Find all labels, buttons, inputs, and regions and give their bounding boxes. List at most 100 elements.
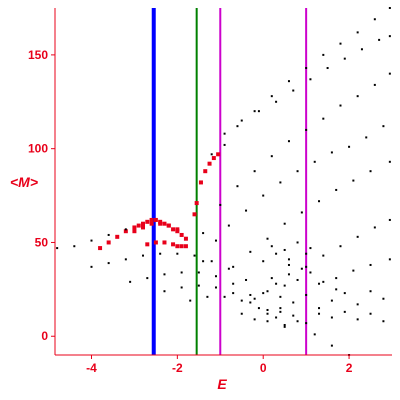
data-point-s1-91	[223, 143, 226, 146]
data-point-s0-26	[171, 242, 176, 247]
y-tick-label-3: 150	[28, 48, 48, 62]
data-point-s1-105	[322, 254, 325, 257]
vertical-lines	[151, 8, 308, 355]
data-point-s1-81	[232, 265, 235, 268]
data-point-s1-100	[373, 18, 376, 21]
data-point-s1-88	[352, 179, 355, 182]
data-point-s1-50	[279, 181, 282, 184]
data-point-s0-20	[158, 221, 163, 226]
data-point-s1-34	[214, 286, 217, 289]
data-point-s1-59	[236, 185, 239, 188]
data-point-s1-82	[249, 250, 252, 253]
data-point-s1-124	[369, 290, 372, 293]
data-point-s1-95	[287, 80, 290, 83]
data-point-s1-44	[275, 316, 278, 319]
data-point-s1-23	[163, 273, 166, 276]
data-point-s1-109	[388, 218, 391, 221]
data-point-s1-39	[189, 299, 192, 302]
data-point-s1-15	[262, 292, 265, 295]
axes	[54, 8, 392, 356]
data-point-s0-29	[183, 244, 188, 249]
data-point-s1-96	[305, 67, 308, 70]
data-point-s1-24	[180, 271, 183, 274]
data-point-s1-148	[270, 245, 273, 248]
x-tick-label-3: 2	[346, 361, 353, 375]
y-axis-title: <M>	[10, 174, 38, 190]
data-point-s0-21	[166, 223, 171, 228]
data-point-s0-35	[211, 156, 216, 161]
data-point-s1-2	[90, 239, 93, 242]
data-point-s1-135	[335, 288, 338, 291]
data-point-s1-54	[348, 145, 351, 148]
data-point-s1-136	[240, 312, 243, 315]
data-point-s1-8	[142, 254, 145, 257]
data-point-s0-8	[149, 217, 154, 222]
x-tick-label-1: -2	[172, 361, 183, 375]
data-point-s1-130	[270, 277, 273, 280]
data-point-s1-19	[330, 344, 333, 347]
data-point-s1-9	[159, 252, 162, 255]
data-point-s1-129	[300, 267, 303, 270]
data-point-s1-83	[266, 237, 269, 240]
data-point-s0-2	[115, 234, 120, 239]
data-point-s0-18	[141, 225, 146, 230]
data-point-s1-68	[388, 72, 391, 75]
data-point-s1-14	[245, 278, 248, 281]
data-point-s0-13	[171, 227, 176, 232]
data-point-s1-3	[107, 233, 110, 236]
data-point-s1-65	[339, 104, 342, 107]
data-point-s1-141	[305, 322, 308, 325]
data-point-s0-17	[132, 229, 137, 234]
data-point-s1-103	[287, 273, 290, 276]
data-point-s1-40	[206, 295, 209, 298]
data-point-s1-41	[223, 295, 226, 298]
ticks: -4 -2 0 2 0 50 100 150	[28, 48, 353, 375]
data-point-s0-33	[203, 169, 208, 174]
data-point-s1-46	[214, 239, 217, 242]
data-point-s1-152	[287, 263, 290, 266]
y-tick-label-1: 50	[35, 235, 49, 249]
data-point-s1-60	[253, 170, 256, 173]
data-point-s0-7	[145, 219, 150, 224]
data-point-s1-92	[236, 125, 239, 128]
data-point-s1-114	[388, 258, 391, 261]
data-point-s1-73	[275, 100, 278, 103]
y-tick-label-2: 100	[28, 142, 48, 156]
data-point-s1-7	[124, 258, 127, 261]
data-point-s0-19	[149, 221, 154, 226]
data-point-s1-128	[287, 258, 290, 261]
data-point-s1-11	[193, 254, 196, 257]
data-point-s1-42	[240, 299, 243, 302]
data-point-s0-23	[145, 242, 150, 247]
data-point-s1-61	[270, 155, 273, 158]
data-point-s1-51	[296, 170, 299, 173]
data-point-s1-97	[322, 53, 325, 56]
data-point-s1-133	[309, 271, 312, 274]
data-point-s1-58	[219, 203, 222, 206]
data-point-s1-87	[335, 188, 338, 191]
data-point-s1-38	[283, 325, 286, 328]
data-point-s1-86	[318, 200, 321, 203]
data-point-s1-112	[352, 269, 355, 272]
data-point-s0-25	[162, 240, 167, 245]
data-point-s1-145	[356, 318, 359, 321]
data-point-s1-106	[339, 245, 342, 248]
data-point-s1-98	[339, 42, 342, 45]
data-point-s1-140	[292, 314, 295, 317]
data-point-s1-71	[240, 119, 243, 122]
data-point-s1-49	[262, 194, 265, 197]
data-point-s1-10	[176, 252, 179, 255]
data-point-s1-6	[107, 262, 110, 265]
data-point-s1-115	[253, 297, 256, 300]
data-point-s1-22	[146, 277, 149, 280]
data-point-s1-43	[257, 307, 260, 310]
data-point-s1-64	[322, 117, 325, 120]
data-point-s0-6	[141, 221, 146, 226]
data-point-s1-75	[309, 78, 312, 81]
data-point-s1-132	[296, 278, 299, 281]
data-point-s1-125	[382, 297, 385, 300]
data-point-s1-76	[326, 67, 329, 70]
data-point-s1-4	[124, 228, 127, 231]
data-point-s0-16	[183, 236, 188, 241]
data-point-s0-22	[175, 227, 180, 232]
